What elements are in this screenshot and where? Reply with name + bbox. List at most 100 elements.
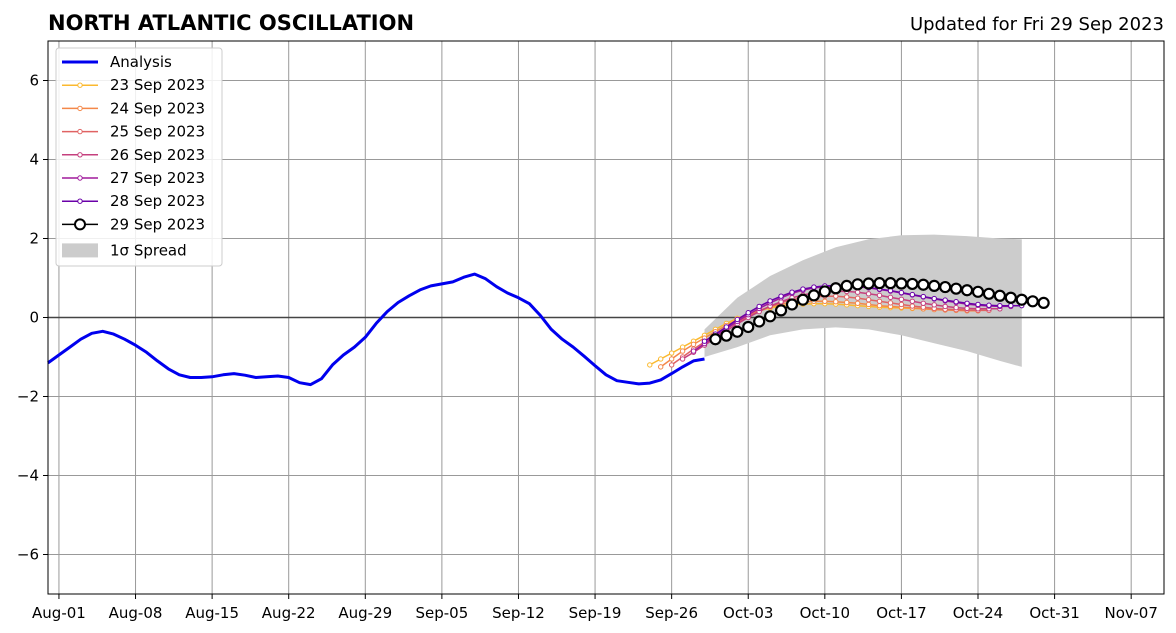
forecast-point [690,341,697,348]
x-tick-label: Oct-03 [723,604,773,622]
forecast-point [876,302,883,309]
forecast-point [854,300,861,306]
plot-area [47,40,1165,595]
forecast-point [898,289,905,296]
forecast-point [854,295,861,301]
forecast-point [789,289,795,295]
latest-forecast-point [928,279,941,292]
forecast-point [898,301,905,308]
x-tick-label: Sep-26 [645,604,698,622]
latest-forecast-point [884,277,897,290]
latest-forecast-point [807,289,820,302]
legend-swatch-marker [77,105,83,112]
forecast-point [679,356,686,362]
legend-swatch-marker [77,128,83,135]
forecast-point [658,356,664,362]
latest-forecast-point [1037,296,1050,309]
legend-entry-label: 1σ Spread [110,241,187,259]
latest-forecast-point [829,282,842,295]
legend-swatch-latest-marker [74,218,86,231]
forecast-point [701,338,708,344]
forecast-point [887,300,894,306]
x-tick-label: Aug-08 [109,604,163,622]
x-tick-label: Aug-01 [32,604,86,622]
y-tick-label: −6 [17,546,39,564]
forecast-point [876,292,883,299]
forecast-point [658,364,664,370]
forecast-point [668,356,675,362]
forecast-point [931,295,937,302]
latest-forecast-point [862,277,875,290]
forecast-point [865,297,872,303]
legend-entry-label: 28 Sep 2023 [110,192,205,210]
legend-swatch-spread [62,243,98,258]
x-axis: Aug-01 Aug-08 Aug-15 Aug-22 Aug-29 Sep-05 Sep-… [32,594,1158,622]
forecast-point [975,301,981,308]
latest-forecast-point [764,310,777,323]
forecast-point [920,300,926,306]
y-axis: −6 −4 −2 0 2 4 6 [17,72,48,564]
latest-forecast-point [917,278,930,291]
forecast-point [909,298,916,305]
forecast-point [953,299,959,305]
forecast-point [778,293,784,299]
x-tick-label: Oct-10 [800,604,850,622]
forecast-point [800,286,806,292]
latest-forecast-point [1004,291,1017,304]
legend-entry-label: 25 Sep 2023 [110,123,205,141]
latest-forecast-point [753,315,766,328]
latest-forecast-point [971,285,985,298]
x-tick-label: Aug-29 [338,604,392,622]
latest-forecast-point [774,304,788,317]
forecast-point [876,298,883,305]
x-tick-label: Sep-19 [569,604,622,622]
latest-forecast-point [818,285,831,298]
latest-forecast-point [895,277,908,290]
latest-forecast-point [873,277,886,290]
forecast-point [865,291,872,297]
forecast-point [964,305,970,312]
spread-area [704,234,1022,367]
latest-forecast-point [851,278,864,291]
legend-box [55,47,223,267]
forecast-point [767,298,773,304]
latest-forecast-point [731,325,744,338]
forecast-point [920,293,926,300]
y-tick-label: 6 [29,72,39,90]
forecast-point [734,316,740,323]
x-tick-label: Aug-15 [185,604,239,622]
forecast-point [647,362,653,368]
x-tick-label: Oct-17 [876,604,926,622]
latest-forecast-point [720,329,733,342]
latest-forecast-point [950,282,963,295]
legend-swatch-marker [77,175,83,181]
latest-forecast-point [840,279,853,292]
latest-forecast-point [982,287,996,300]
forecast-point [909,291,916,298]
chart-title: NORTH ATLANTIC OSCILLATION [48,11,414,35]
legend-swatch-marker [77,152,83,158]
forecast-point [964,300,970,306]
forecast-point [909,303,916,309]
latest-forecast-point [906,277,919,291]
forecast-point [668,362,675,368]
legend-entry-label: 26 Sep 2023 [110,146,205,164]
forecast-point [1008,302,1014,309]
forecast-point [854,289,861,295]
x-tick-label: Oct-24 [953,604,1003,622]
forecast-point [723,324,730,330]
legend: Analysis 23 Sep 2023 24 Sep 2023 25 Sep 202… [55,47,223,267]
spread-band [704,234,1022,367]
forecast-point [833,299,839,305]
x-tick-label: Sep-12 [492,604,545,622]
analysis-series [47,272,705,387]
latest-forecast-point [709,333,722,346]
y-tick-label: 2 [29,230,39,248]
forecast-point [745,310,751,316]
forecast-point [756,303,762,310]
y-tick-label: −2 [17,388,39,406]
y-tick-label: 4 [29,151,39,169]
legend-entry-label: 29 Sep 2023 [110,215,205,233]
latest-forecast-point [939,280,952,294]
